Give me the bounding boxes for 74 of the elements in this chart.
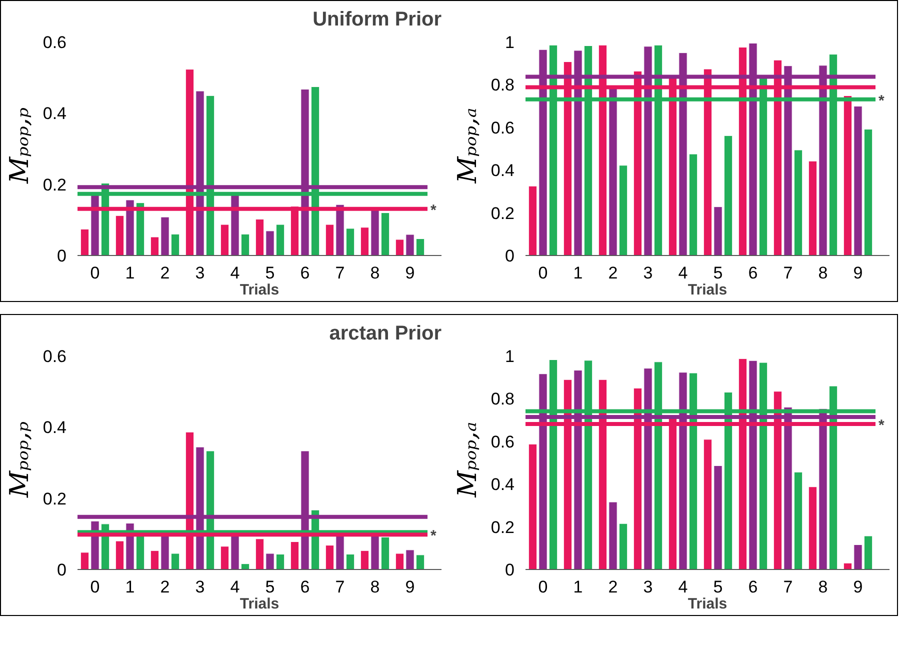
y-tick-label: 0.6 [490, 432, 515, 452]
x-tick-label: 7 [335, 578, 345, 596]
y-tick-label: 0 [505, 246, 515, 266]
y-tick-label: 0.4 [490, 161, 515, 180]
y-tick-label: 0 [505, 560, 515, 580]
y-tick-label: 0 [57, 246, 67, 266]
x-tick-label: 1 [125, 578, 135, 596]
x-tick-label: 4 [678, 578, 688, 596]
x-tick-label: 2 [160, 264, 170, 282]
y-tick-label: 0.2 [490, 204, 515, 223]
y-axis-title: Mₚₒₚ,ₚ [4, 107, 35, 185]
x-tick-label: 2 [160, 578, 170, 596]
x-axis-title: Trials [688, 596, 728, 612]
chart-title: Uniform Prior [312, 8, 442, 30]
x-tick-label: 7 [783, 264, 793, 282]
y-tick-label: 0.8 [490, 76, 515, 95]
x-tick-label: 8 [370, 578, 380, 596]
y-tick-label: 0 [57, 560, 67, 580]
x-tick-label: 5 [713, 578, 723, 596]
x-tick-label: 0 [538, 578, 548, 596]
ref-line-label: * [878, 92, 884, 110]
y-tick-label: 0.6 [490, 118, 515, 138]
y-axis-title: Mₚₒₚ,ₐ [452, 108, 483, 184]
y-tick-label: 0.4 [42, 418, 67, 438]
x-tick-label: 5 [265, 264, 275, 282]
ref-line-label: * [430, 528, 436, 545]
x-tick-label: 9 [853, 578, 863, 596]
x-tick-label: 2 [608, 578, 618, 596]
ref-line-label: * [878, 417, 884, 434]
x-tick-label: 8 [818, 264, 828, 282]
x-tick-label: 7 [783, 578, 793, 596]
y-tick-label: 0.8 [490, 390, 515, 409]
x-tick-label: 4 [230, 264, 240, 282]
y-tick-label: 0.2 [490, 518, 515, 537]
x-tick-label: 2 [608, 264, 618, 282]
y-axis-title: Mₚₒₚ,ₚ [4, 421, 35, 499]
x-tick-label: 3 [195, 578, 205, 596]
x-tick-label: 3 [643, 264, 653, 282]
x-tick-label: 7 [335, 264, 345, 282]
x-tick-label: 1 [573, 578, 583, 596]
x-tick-label: 8 [370, 264, 380, 282]
y-tick-label: 1 [505, 346, 515, 366]
y-tick-label: 0.2 [42, 489, 67, 508]
x-tick-label: 5 [713, 264, 723, 282]
chart-title: arctan Prior [329, 322, 442, 344]
x-tick-label: 3 [195, 264, 205, 282]
x-tick-label: 5 [265, 578, 275, 596]
x-tick-label: 4 [678, 264, 688, 282]
x-tick-label: 6 [748, 264, 758, 282]
x-tick-label: 0 [90, 578, 100, 596]
x-tick-label: 1 [573, 264, 583, 282]
x-tick-label: 6 [300, 264, 310, 282]
x-tick-label: 4 [230, 578, 240, 596]
x-tick-label: 0 [538, 264, 548, 282]
x-tick-label: 6 [300, 578, 310, 596]
y-tick-label: 0.4 [42, 104, 67, 124]
x-tick-label: 8 [818, 578, 828, 596]
x-tick-label: 9 [405, 264, 415, 282]
y-tick-label: 0.4 [490, 475, 515, 494]
x-tick-label: 9 [405, 578, 415, 596]
x-tick-label: 9 [853, 264, 863, 282]
y-tick-label: 1 [505, 32, 515, 52]
x-tick-label: 0 [90, 264, 100, 282]
x-axis-title: Trials [240, 282, 280, 298]
x-axis-title: Trials [240, 596, 280, 612]
ref-line-label: * [430, 202, 436, 219]
y-tick-label: 0.2 [42, 175, 67, 194]
y-axis-title: Mₚₒₚ,ₐ [452, 422, 483, 498]
y-tick-label: 0.6 [42, 32, 67, 52]
x-tick-label: 3 [643, 578, 653, 596]
x-axis-title: Trials [688, 282, 728, 298]
y-tick-label: 0.6 [42, 346, 67, 366]
x-tick-label: 1 [125, 264, 135, 282]
x-tick-label: 6 [748, 578, 758, 596]
